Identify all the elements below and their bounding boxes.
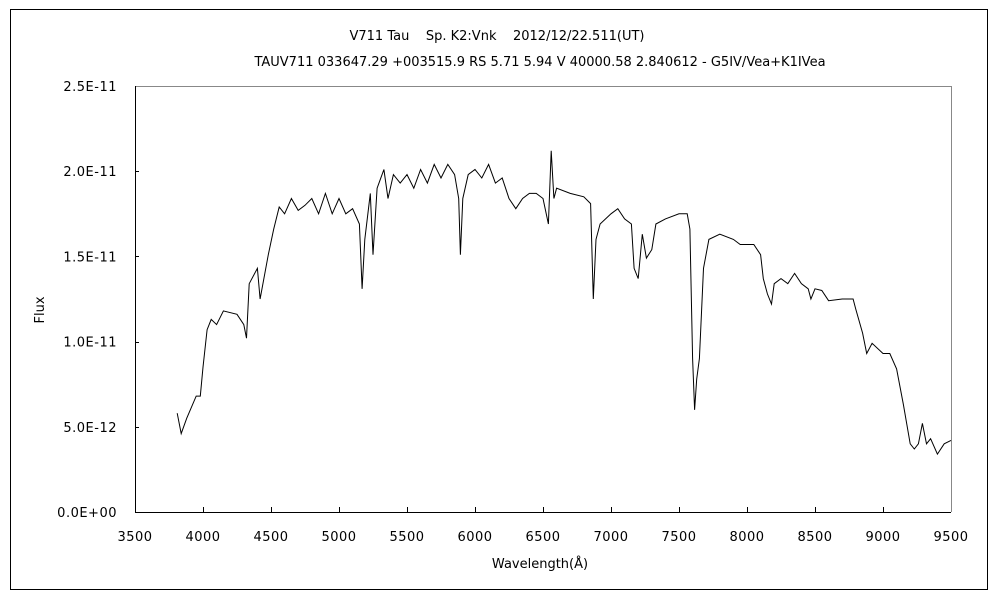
y-axis-label: Flux — [33, 296, 48, 323]
y-tick-label: 2.5E-11 — [63, 80, 117, 95]
y-tick-label: 5.0E-12 — [63, 421, 117, 436]
x-tick-label: 9000 — [865, 530, 900, 545]
x-tick-label: 5500 — [389, 530, 424, 545]
x-tick-label: 6500 — [525, 530, 560, 545]
spectrum-line — [176, 150, 952, 456]
x-tick-label: 4000 — [185, 530, 220, 545]
y-tick-label: 0.0E+00 — [57, 506, 117, 521]
chart-frame — [10, 9, 988, 590]
x-axis-label: Wavelength(Å) — [492, 556, 588, 572]
x-tick-label: 8000 — [729, 530, 764, 545]
x-tick-label: 6000 — [457, 530, 492, 545]
y-tick-label: 2.0E-11 — [63, 165, 117, 180]
x-tick-label: 7500 — [661, 530, 696, 545]
chart-title: V711 Tau Sp. K2:Vnk 2012/12/22.511(UT) — [350, 29, 645, 44]
x-tick-label: 5000 — [321, 530, 356, 545]
x-tick-label: 7000 — [593, 530, 628, 545]
chart-subtitle: TAUV711 033647.29 +003515.9 RS 5.71 5.94… — [253, 55, 825, 70]
y-tick-label: 1.0E-11 — [63, 336, 117, 351]
x-tick-label: 3500 — [117, 530, 152, 545]
x-tick-label: 8500 — [797, 530, 832, 545]
y-tick-label: 1.5E-11 — [63, 250, 117, 265]
x-tick-label: 9500 — [933, 530, 968, 545]
x-tick-label: 4500 — [253, 530, 288, 545]
